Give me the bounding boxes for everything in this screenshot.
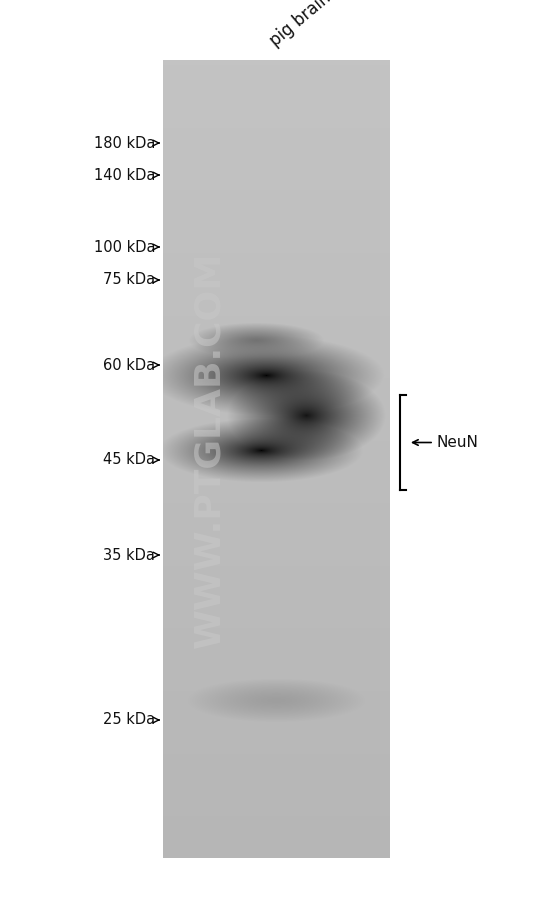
Text: 180 kDa: 180 kDa [94,136,155,150]
Text: 25 kDa: 25 kDa [103,713,155,727]
Text: 75 kDa: 75 kDa [103,273,155,287]
Text: WWW.PTGLAB.COM: WWW.PTGLAB.COM [192,252,226,648]
Text: NeuN: NeuN [436,435,478,450]
Text: 140 kDa: 140 kDa [94,167,155,183]
Text: 100 kDa: 100 kDa [94,239,155,255]
Text: pig brain: pig brain [267,0,334,50]
Text: 45 kDa: 45 kDa [103,453,155,467]
Text: 60 kDa: 60 kDa [103,357,155,373]
Text: 35 kDa: 35 kDa [103,547,155,562]
